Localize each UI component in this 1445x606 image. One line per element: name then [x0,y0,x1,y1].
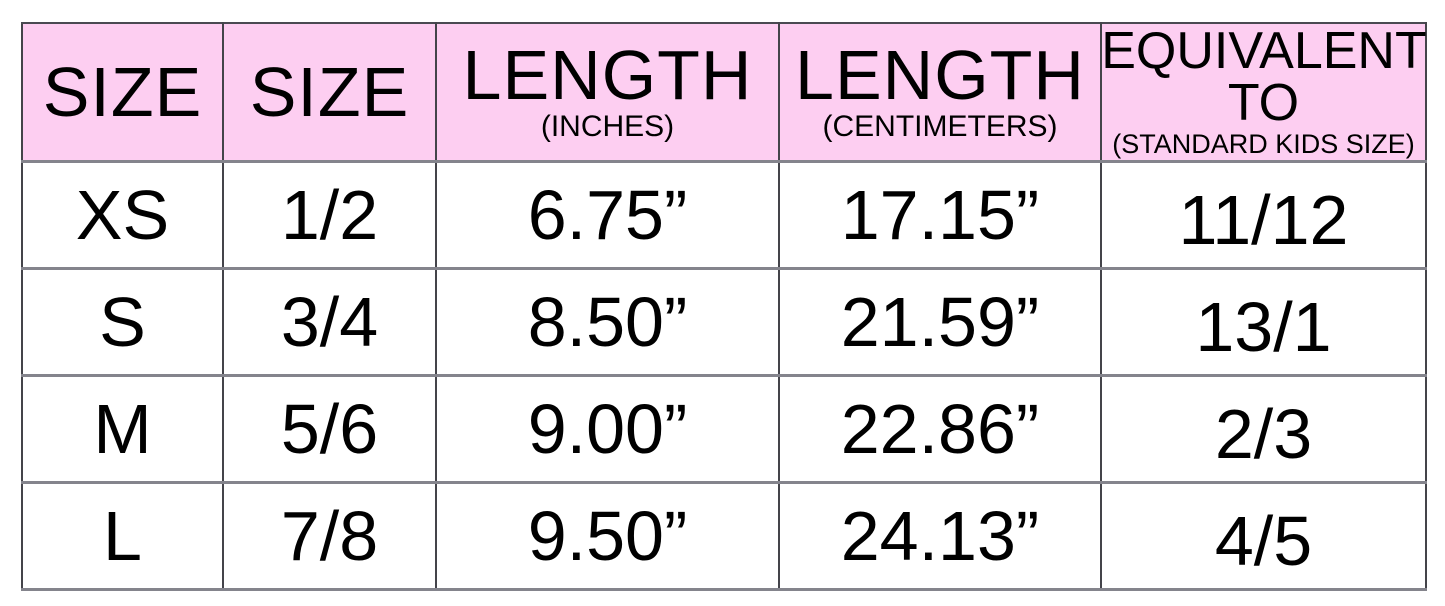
size-chart-table: SIZE SIZE LENGTH (INCHES) LENGTH [21,22,1427,591]
column-title: LENGTH [462,36,753,114]
cell-size-number: 5/6 [222,374,437,484]
cell-size-label: XS [21,160,224,270]
column-header-length-inches: LENGTH (INCHES) [435,22,780,163]
column-header-size-number: SIZE [222,22,437,163]
column-header-length-centimeters: LENGTH (CENTIMETERS) [778,22,1102,163]
cell-length-centimeters: 17.15” [778,160,1102,270]
cell-size-number: 1/2 [222,160,437,270]
cell-length-inches: 8.50” [435,267,780,377]
table-row-m: M 5/6 9.00” 22.86” 2/3 [21,374,1427,484]
column-subtitle: (INCHES) [540,109,675,143]
cell-equivalent-kids-size: 2/3 [1100,374,1427,484]
column-title: SIZE [249,52,410,131]
cell-length-centimeters: 22.86” [778,374,1102,484]
column-title: SIZE [42,52,203,131]
cell-length-centimeters: 21.59” [778,267,1102,377]
column-subtitle: (CENTIMETERS) [822,109,1058,143]
cell-size-number: 7/8 [222,481,437,591]
cell-length-inches: 9.00” [435,374,780,484]
cell-length-inches: 9.50” [435,481,780,591]
cell-equivalent-kids-size: 13/1 [1100,267,1427,377]
cell-length-inches: 6.75” [435,160,780,270]
cell-size-label: L [21,481,224,591]
table-row-l: L 7/8 9.50” 24.13” 4/5 [21,481,1427,591]
cell-size-label: M [21,374,224,484]
column-title: LENGTH [795,36,1085,114]
cell-equivalent-kids-size: 4/5 [1100,481,1427,591]
column-header-equivalent: EQUIVALENT TO (STANDARD KIDS SIZE) [1100,22,1427,163]
column-subtitle: (STANDARD KIDS SIZE) [1112,129,1415,160]
table-row-s: S 3/4 8.50” 21.59” 13/1 [21,267,1427,377]
column-title: EQUIVALENT TO [1101,22,1427,133]
column-header-size-letter: SIZE [21,22,224,163]
cell-equivalent-kids-size: 11/12 [1100,160,1427,270]
table-row-xs: XS 1/2 6.75” 17.15” 11/12 [21,160,1427,270]
cell-size-number: 3/4 [222,267,437,377]
header-row: SIZE SIZE LENGTH (INCHES) LENGTH [21,22,1427,163]
cell-length-centimeters: 24.13” [778,481,1102,591]
cell-size-label: S [21,267,224,377]
